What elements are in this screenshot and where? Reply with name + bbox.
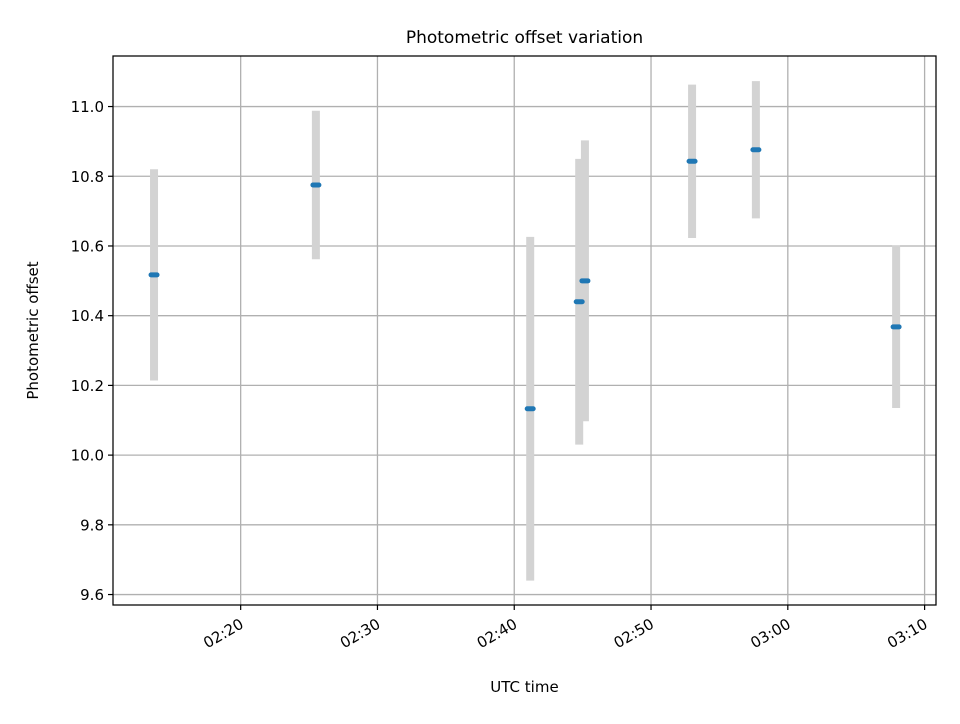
x-axis-ticks: 02:20 02:30 02:40 02:50 03:00 03:10 (200, 605, 931, 652)
y-tick-label: 10.2 (71, 377, 104, 395)
plot-frame (112, 55, 937, 606)
x-tick-label: 03:00 (747, 615, 793, 652)
y-tick-label: 11.0 (71, 98, 104, 116)
x-tick-label: 02:40 (474, 615, 520, 652)
y-tick-label: 10.8 (71, 168, 104, 186)
y-axis-label: Photometric offset (24, 261, 42, 399)
x-tick-label: 02:50 (611, 615, 657, 652)
x-tick-label: 02:20 (200, 615, 246, 652)
chart-title: Photometric offset variation (406, 28, 643, 48)
y-tick-label: 9.8 (80, 516, 104, 534)
x-tick-label: 03:10 (884, 615, 930, 652)
y-axis-ticks: 9.6 9.8 10.0 10.2 10.4 10.6 10.8 11.0 (71, 98, 113, 604)
error-bars (150, 81, 901, 581)
grid-lines (113, 56, 936, 605)
y-tick-label: 10.0 (71, 447, 104, 465)
y-tick-label: 10.6 (71, 237, 104, 255)
x-axis-label: UTC time (490, 678, 558, 696)
x-tick-label: 02:30 (337, 615, 383, 652)
y-tick-label: 9.6 (80, 586, 104, 604)
data-points (148, 147, 902, 412)
y-tick-label: 10.4 (71, 307, 104, 325)
